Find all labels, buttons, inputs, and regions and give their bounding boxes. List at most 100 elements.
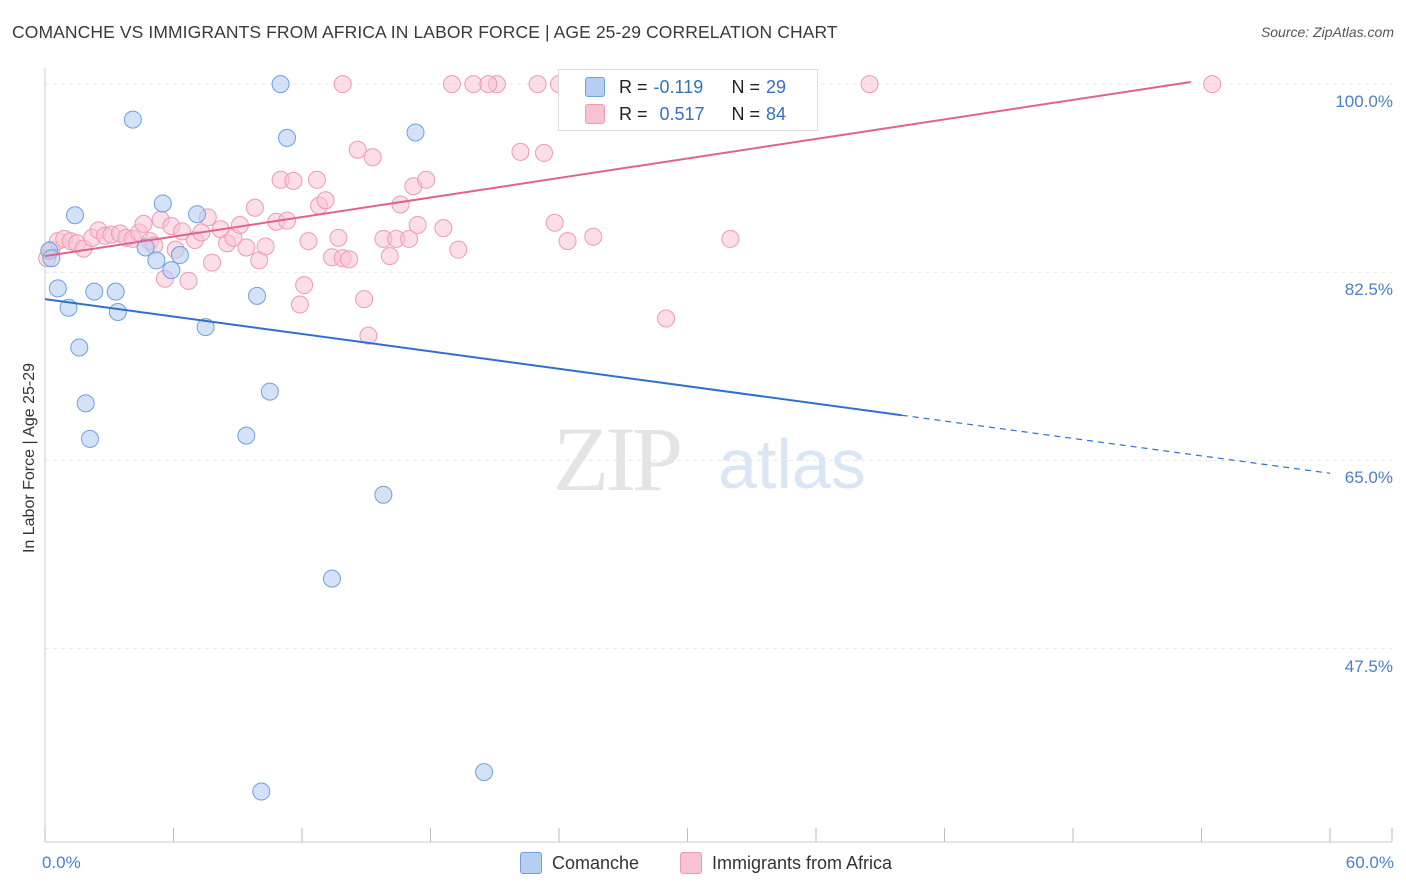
comanche-point [70, 338, 89, 357]
x-axis-ticks [44, 828, 1393, 842]
africa-point [355, 290, 374, 309]
legend-swatch-comanche [520, 852, 542, 874]
africa-point [316, 191, 335, 210]
africa-points [38, 75, 1222, 345]
legend-r-value: 0.517 [659, 103, 705, 124]
africa-point [340, 250, 359, 269]
trend-lines [44, 80, 1331, 474]
watermark-zip: ZIP [553, 408, 680, 510]
legend-swatch-comanche [585, 77, 605, 97]
comanche-trend-extension [901, 414, 1331, 474]
africa-point [442, 75, 461, 94]
x-tick-label-max: 60.0% [1345, 853, 1394, 872]
legend-n-value: 84 [766, 103, 787, 124]
africa-point [307, 170, 326, 189]
comanche-point [123, 110, 142, 129]
africa-point [179, 271, 198, 290]
africa-point [545, 213, 564, 232]
africa-point [434, 219, 453, 238]
africa-point [860, 75, 879, 94]
comanche-point [153, 194, 172, 213]
africa-point [380, 247, 399, 266]
comanche-point [106, 282, 125, 301]
comanche-trend-line [44, 298, 902, 417]
africa-point [299, 232, 318, 251]
africa-point [1203, 75, 1222, 94]
africa-trend-line [44, 80, 1191, 258]
y-tick-label: 82.5% [1344, 280, 1393, 300]
comanche-point [108, 303, 127, 322]
chart-title: COMANCHE VS IMMIGRANTS FROM AFRICA IN LA… [12, 22, 838, 42]
comanche-point [406, 123, 425, 142]
y-tick-label: 100.0% [1335, 92, 1393, 112]
africa-point [657, 309, 676, 328]
legend-item-africa[interactable]: Immigrants from Africa [680, 852, 892, 874]
africa-point [584, 227, 603, 246]
comanche-point [322, 569, 341, 588]
comanche-point [170, 246, 189, 265]
comanche-point [252, 782, 271, 801]
comanche-point [188, 205, 207, 224]
africa-point [359, 326, 378, 345]
comanche-point [42, 249, 61, 268]
comanche-point [65, 206, 84, 225]
watermark-atlas: atlas [718, 425, 866, 503]
legend-r-label: R = [619, 103, 648, 124]
comanche-point [271, 75, 290, 94]
legend-n-label: N = [731, 103, 761, 124]
comanche-point [162, 261, 181, 280]
africa-point [464, 75, 483, 94]
legend-n-value: 29 [766, 76, 787, 97]
africa-point [237, 238, 256, 257]
source-label: Source: ZipAtlas.com [1260, 24, 1394, 40]
comanche-point [196, 318, 215, 337]
africa-point [256, 237, 275, 256]
comanche-point [85, 282, 104, 301]
comanche-point [278, 128, 297, 147]
gridlines [45, 83, 1392, 649]
africa-point [721, 229, 740, 248]
africa-point [558, 232, 577, 251]
africa-point [449, 240, 468, 259]
x-tick-label-min: 0.0% [42, 853, 81, 872]
series-legend: Comanche Immigrants from Africa [0, 852, 1406, 878]
africa-point [391, 195, 410, 214]
legend-item-comanche[interactable]: Comanche [520, 852, 639, 874]
africa-point [245, 198, 264, 217]
africa-point [329, 228, 348, 247]
comanche-point [248, 286, 267, 305]
africa-point [479, 75, 498, 94]
comanche-point [237, 426, 256, 445]
legend-row-africa: R = 0.517 N = 84 [585, 101, 786, 127]
comanche-point [374, 485, 393, 504]
africa-point [284, 171, 303, 190]
comanche-point [136, 238, 155, 257]
comanche-point [80, 429, 99, 448]
africa-point [535, 143, 554, 162]
africa-point [363, 148, 382, 167]
africa-point [511, 142, 530, 161]
africa-point [134, 214, 153, 233]
africa-point [290, 295, 309, 314]
africa-point [203, 253, 222, 272]
y-tick-label: 65.0% [1344, 468, 1393, 488]
comanche-point [147, 251, 166, 270]
africa-point [295, 276, 314, 295]
comanche-point [48, 279, 67, 298]
comanche-point [475, 763, 494, 782]
legend-label-africa: Immigrants from Africa [712, 852, 893, 873]
y-axis-label: In Labor Force | Age 25-29 [21, 362, 38, 554]
legend-r-label: R = [619, 76, 648, 97]
comanche-point [76, 394, 95, 413]
y-tick-label: 47.5% [1344, 656, 1393, 676]
africa-point [348, 140, 367, 159]
legend-label-comanche: Comanche [552, 852, 640, 873]
africa-point [333, 75, 352, 94]
africa-point [400, 229, 419, 248]
africa-point [528, 75, 547, 94]
legend-swatch-africa [585, 104, 605, 124]
correlation-legend: R = -0.119 N = 29 R = 0.517 N = 84 [558, 69, 818, 131]
africa-point [417, 170, 436, 189]
africa-point [408, 215, 427, 234]
